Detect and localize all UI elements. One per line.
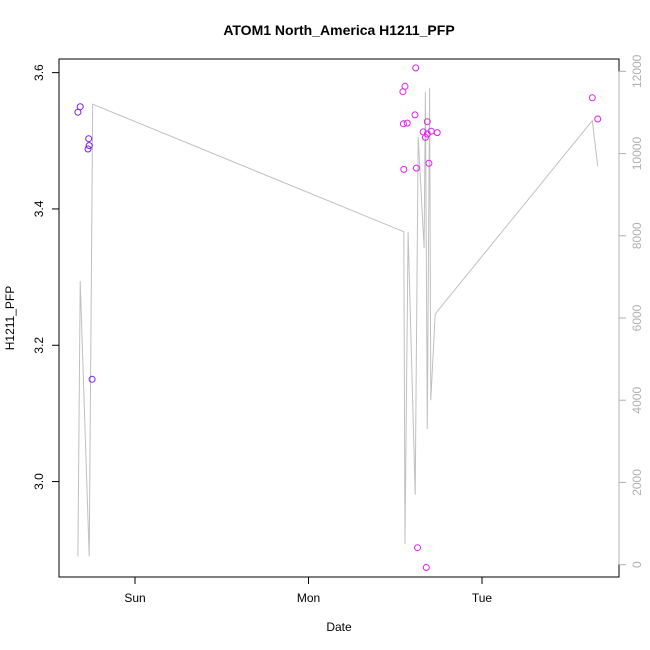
y-tick-label: 3.6 — [32, 64, 46, 81]
y-axis-label: H1211_PFP — [3, 286, 17, 350]
y2-tick-label: 6000 — [630, 304, 644, 331]
data-point — [414, 544, 421, 552]
y2-tick-label: 2000 — [630, 469, 644, 496]
y-tick-label: 3.4 — [32, 200, 46, 217]
plot-frame — [58, 58, 620, 578]
data-point — [401, 82, 409, 90]
measurement-line — [77, 87, 599, 557]
data-points — [74, 64, 602, 571]
data-point — [88, 375, 96, 383]
data-point — [421, 133, 429, 141]
y-tick-label: 3.2 — [32, 337, 46, 354]
data-point — [588, 94, 596, 102]
y2-tick-label: 0 — [630, 561, 644, 568]
x-tick-label: Tue — [472, 591, 493, 605]
data-point — [400, 165, 408, 173]
x-tick-label: Sun — [124, 591, 145, 605]
chart-title: ATOM1 North_America H1211_PFP — [223, 22, 454, 38]
data-point — [85, 135, 93, 143]
y-axis-right: 0 2000 4000 6000 8000 10000 12000 — [618, 54, 644, 568]
data-point — [423, 118, 431, 126]
x-tick-label: Mon — [297, 591, 320, 605]
series-line — [77, 87, 599, 557]
y2-tick-label: 10000 — [630, 137, 644, 171]
y-axis-left: 3.0 3.2 3.4 3.6 — [32, 64, 60, 490]
data-point — [84, 145, 92, 153]
x-axis-label: Date — [326, 620, 352, 634]
y2-tick-label: 8000 — [630, 222, 644, 249]
y2-tick-label: 4000 — [630, 387, 644, 414]
data-point — [85, 142, 93, 150]
data-point — [399, 120, 407, 128]
data-point — [76, 103, 84, 111]
y2-tick-label: 12000 — [630, 54, 644, 88]
data-point — [433, 129, 441, 137]
data-point — [412, 64, 420, 72]
x-axis: Sun Mon Tue — [124, 576, 493, 605]
data-point — [594, 115, 602, 123]
data-point — [425, 159, 433, 167]
data-point — [411, 111, 419, 119]
data-point — [412, 164, 420, 172]
data-point — [403, 119, 411, 127]
y-tick-label: 3.0 — [32, 473, 46, 490]
data-point — [422, 564, 430, 571]
